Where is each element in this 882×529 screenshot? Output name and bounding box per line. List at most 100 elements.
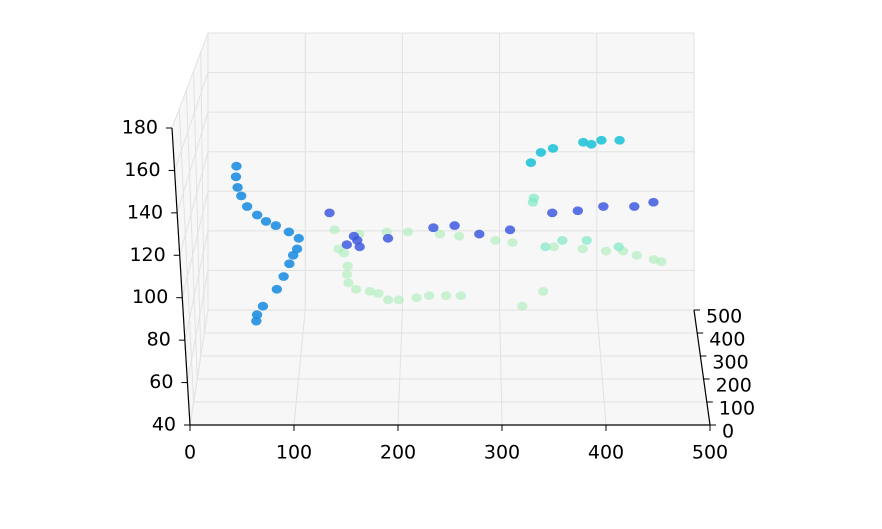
data-point-cyan	[578, 137, 589, 147]
data-point-blue	[283, 227, 295, 237]
data-point-pale-green	[341, 269, 353, 279]
data-point-pale-green	[350, 284, 362, 294]
data-point-blue	[270, 221, 282, 230]
data-point-mint	[557, 236, 568, 245]
gridline-y-left	[178, 108, 195, 403]
gridline-z-left	[176, 111, 209, 214]
data-point-pale-green	[423, 291, 435, 300]
x-tick-label: 0	[184, 442, 196, 464]
gridline-x-floor	[499, 309, 503, 426]
data-point-pale-green	[507, 238, 518, 247]
data-point-pale-green	[631, 250, 643, 260]
z-tick-label: 120	[129, 244, 165, 266]
y-tick-label: 0	[722, 421, 734, 443]
data-point-blue	[260, 216, 272, 226]
data-point-blue	[293, 233, 304, 243]
gridline-z-left	[171, 32, 209, 129]
data-point-deep-blue	[504, 225, 516, 235]
data-point-deep-blue	[354, 242, 365, 252]
x-tick-label: 400	[588, 442, 624, 464]
data-point-pale-green	[453, 231, 465, 241]
data-point-cyan	[535, 148, 547, 157]
data-point-blue	[251, 310, 263, 320]
y-tick-label: 300	[712, 352, 748, 374]
data-point-pale-green	[577, 244, 588, 254]
gridline-x-floor	[397, 309, 403, 426]
data-point-deep-blue	[428, 223, 439, 233]
x-tick-label: 500	[692, 442, 728, 464]
chart-points	[230, 135, 667, 326]
data-point-pale-green	[434, 229, 446, 239]
data-point-cyan	[596, 135, 607, 145]
z-tick-label: 160	[124, 159, 160, 181]
data-point-blue	[271, 284, 283, 294]
data-point-deep-blue	[572, 206, 584, 216]
z-tick-label: 60	[149, 371, 173, 393]
data-point-pale-green	[600, 246, 612, 256]
data-point-deep-blue	[598, 202, 609, 211]
gridline-z-left	[186, 270, 209, 383]
z-tick-label: 80	[147, 329, 171, 351]
y-tick-label: 500	[706, 306, 742, 328]
data-point-pale-green	[329, 225, 340, 235]
gridline-z-left	[179, 151, 209, 256]
data-point-deep-blue	[449, 221, 460, 230]
y-tick-label: 100	[719, 398, 755, 420]
z-tick-label: 180	[122, 117, 158, 139]
data-point-pale-green	[402, 227, 414, 237]
data-point-pale-green	[342, 261, 353, 271]
data-point-deep-blue	[629, 202, 640, 211]
data-point-pale-green	[537, 286, 549, 296]
data-point-blue	[231, 161, 242, 171]
y-tick-label: 400	[709, 329, 745, 351]
data-point-blue	[232, 183, 243, 192]
chart-tick-labels: 0 100 200 300 400 500010020030040050040608010…	[122, 117, 755, 464]
data-point-deep-blue	[547, 208, 558, 218]
data-point-blue	[251, 210, 263, 220]
data-point-pale-green	[440, 291, 452, 300]
data-point-pale-green	[548, 242, 560, 252]
data-point-blue	[236, 191, 247, 201]
data-point-mint	[581, 236, 592, 245]
data-point-blue	[230, 172, 242, 182]
gridline-z-left	[174, 72, 209, 171]
data-point-cyan	[525, 158, 537, 168]
floor-pane	[190, 310, 710, 425]
data-point-pale-green	[455, 291, 467, 300]
left-pane	[172, 33, 208, 425]
data-point-pale-green	[490, 236, 501, 245]
data-point-pale-green	[393, 295, 404, 305]
data-point-pale-green	[338, 248, 350, 258]
data-point-pale-green	[364, 286, 376, 296]
data-point-pale-green	[656, 257, 667, 267]
data-point-pale-green	[517, 301, 528, 311]
data-point-blue	[251, 316, 262, 326]
z-tick-label: 40	[152, 414, 176, 436]
z-tick-label: 100	[132, 286, 168, 308]
chart-panes	[172, 33, 710, 425]
data-point-deep-blue	[648, 197, 659, 207]
data-point-blue	[287, 250, 299, 260]
data-point-blue	[257, 301, 269, 311]
data-point-deep-blue	[341, 240, 353, 250]
data-point-pale-green	[411, 293, 422, 303]
data-point-mint	[527, 197, 539, 207]
gridline-x-floor	[596, 309, 607, 426]
data-point-blue	[284, 259, 295, 269]
y-tick-label: 200	[716, 375, 752, 397]
z-axis-line	[171, 127, 191, 426]
data-point-pale-green	[343, 278, 354, 288]
data-point-pale-green	[373, 289, 384, 298]
gridline-z-left	[189, 309, 209, 426]
gridline-y-left	[193, 70, 202, 357]
data-point-mint	[613, 242, 624, 252]
y-axis-line	[693, 309, 711, 426]
gridline-z-left	[184, 230, 209, 341]
back-pane	[208, 33, 694, 310]
data-point-blue	[241, 202, 253, 211]
data-point-deep-blue	[382, 233, 394, 243]
data-point-deep-blue	[474, 229, 485, 239]
z-tick-label: 140	[127, 201, 163, 223]
gridline-y-left	[200, 51, 205, 334]
